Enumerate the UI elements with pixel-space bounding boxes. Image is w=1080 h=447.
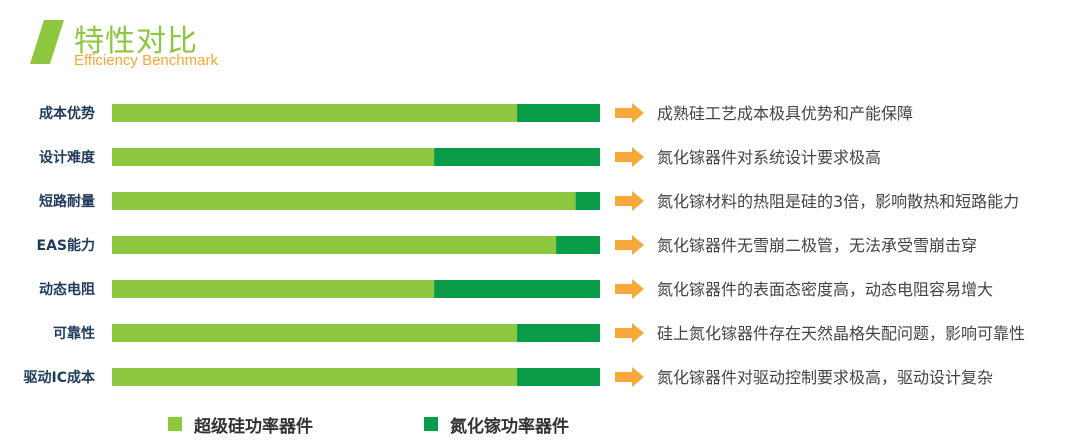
section-header: 特性对比 Efficiency Benchmark bbox=[30, 14, 430, 74]
bar-gan bbox=[575, 192, 600, 210]
bar-gan bbox=[434, 280, 600, 298]
legend-swatch-gan bbox=[424, 417, 438, 431]
page-title: 特性对比 bbox=[74, 24, 198, 59]
legend-item-si: 超级硅功率器件 bbox=[168, 412, 313, 437]
page-subtitle: Efficiency Benchmark bbox=[74, 52, 218, 69]
bar-gan bbox=[517, 324, 600, 342]
category-label: EAS能力 bbox=[37, 237, 95, 254]
bar-gan bbox=[556, 236, 600, 254]
legend-label-gan: 氮化镓功率器件 bbox=[450, 416, 569, 437]
bar-gan bbox=[517, 104, 600, 122]
annotation-text: 硅上氮化镓器件存在天然晶格失配问题，影响可靠性 bbox=[657, 324, 1025, 343]
annotation-text: 氮化镓器件对驱动控制要求极高，驱动设计复杂 bbox=[657, 368, 993, 387]
bar-si bbox=[112, 324, 518, 342]
category-label: 短路耐量 bbox=[39, 193, 95, 210]
annotation-text: 氮化镓材料的热阻是硅的3倍，影响散热和短路能力 bbox=[657, 192, 1019, 211]
arrow-icon bbox=[615, 235, 644, 255]
category-label: 成本优势 bbox=[39, 105, 95, 122]
legend-swatch-si bbox=[168, 417, 182, 431]
bar-si bbox=[112, 280, 435, 298]
annotation-text: 氮化镓器件无雪崩二极管，无法承受雪崩击穿 bbox=[657, 236, 977, 255]
arrow-icon bbox=[615, 191, 644, 211]
arrow-icon bbox=[615, 323, 644, 343]
bar-si bbox=[112, 104, 518, 122]
slash-logo-icon bbox=[30, 20, 64, 64]
bar-si bbox=[112, 368, 518, 386]
category-label: 驱动IC成本 bbox=[24, 369, 96, 386]
arrow-icon bbox=[615, 147, 644, 167]
bar-si bbox=[112, 192, 576, 210]
category-label: 可靠性 bbox=[53, 325, 95, 342]
category-label: 动态电阻 bbox=[39, 281, 95, 298]
legend-item-gan: 氮化镓功率器件 bbox=[424, 412, 569, 437]
arrow-icon bbox=[615, 279, 644, 299]
annotation-text: 氮化镓器件的表面态密度高，动态电阻容易增大 bbox=[657, 280, 993, 299]
bar-si bbox=[112, 236, 557, 254]
annotation-text: 氮化镓器件对系统设计要求极高 bbox=[657, 148, 881, 167]
bar-gan bbox=[434, 148, 600, 166]
legend-label-si: 超级硅功率器件 bbox=[194, 416, 313, 437]
arrow-icon bbox=[615, 103, 644, 123]
annotation-text: 成熟硅工艺成本极具优势和产能保障 bbox=[657, 104, 913, 123]
category-label: 设计难度 bbox=[39, 149, 96, 166]
arrow-icon bbox=[615, 367, 644, 387]
bar-gan bbox=[517, 368, 600, 386]
bar-si bbox=[112, 148, 435, 166]
